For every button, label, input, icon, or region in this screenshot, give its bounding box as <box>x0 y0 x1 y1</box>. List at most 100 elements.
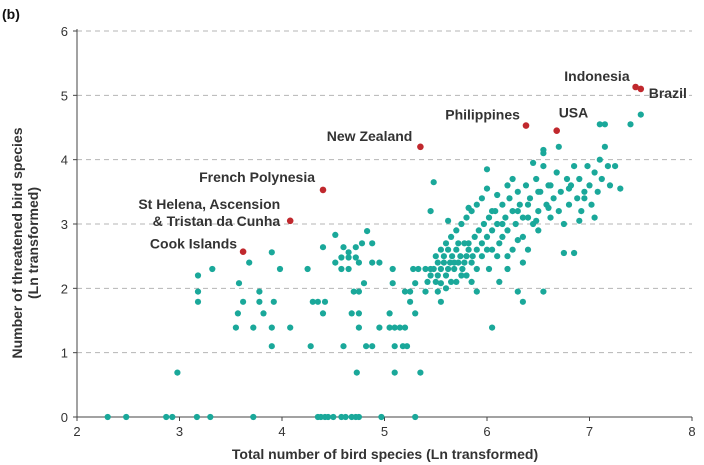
data-point-131 <box>502 214 509 221</box>
data-point-146 <box>540 163 547 170</box>
data-point-198 <box>514 208 521 215</box>
data-point-140 <box>524 214 532 221</box>
data-point-41 <box>489 324 496 331</box>
annotation-2: Philippines <box>445 107 520 123</box>
highlight-point-1 <box>637 85 645 93</box>
data-point-214 <box>458 272 465 279</box>
data-point-174 <box>617 185 624 192</box>
data-point-107 <box>445 265 452 273</box>
x-tick-label-2: 4 <box>278 424 285 439</box>
data-point-184 <box>442 240 450 247</box>
data-point-143 <box>533 175 540 183</box>
data-point-52 <box>270 298 277 305</box>
data-point-103 <box>434 272 441 279</box>
data-point-228 <box>547 182 554 189</box>
data-point-18 <box>412 413 419 421</box>
y-tick-label-4: 4 <box>61 153 68 168</box>
data-point-62 <box>355 288 362 295</box>
data-point-55 <box>321 298 329 305</box>
data-point-20 <box>353 369 360 376</box>
data-point-152 <box>555 208 562 215</box>
data-point-19 <box>174 369 181 376</box>
data-point-186 <box>453 227 460 234</box>
data-point-193 <box>489 208 496 215</box>
annotation-0: Indonesia <box>564 68 630 84</box>
data-point-154 <box>560 220 568 228</box>
annotation-4: New Zealand <box>327 128 413 144</box>
data-point-66 <box>514 288 521 295</box>
data-point-151 <box>553 169 560 176</box>
data-point-112 <box>455 259 462 266</box>
x-tick-label-5: 7 <box>586 424 593 439</box>
data-point-30 <box>403 343 411 350</box>
data-point-11 <box>330 413 337 421</box>
x-tick-label-4: 6 <box>483 424 490 439</box>
data-point-90 <box>338 254 345 261</box>
data-point-97 <box>352 244 359 251</box>
data-point-211 <box>478 253 485 260</box>
data-point-63 <box>401 288 409 295</box>
data-point-31 <box>232 324 239 331</box>
data-point-120 <box>473 246 480 253</box>
data-point-223 <box>445 217 452 224</box>
data-point-177 <box>596 121 603 128</box>
data-point-77 <box>338 265 345 273</box>
data-point-200 <box>524 201 532 208</box>
data-point-166 <box>591 169 598 176</box>
data-point-175 <box>627 121 634 128</box>
data-point-244 <box>496 278 503 285</box>
y-axis-title-line-1: Number of threatened bird species <box>9 127 25 358</box>
data-point-32 <box>250 324 257 331</box>
grid-lines <box>77 30 692 354</box>
data-point-185 <box>448 233 455 240</box>
data-point-56 <box>407 298 414 305</box>
data-point-85 <box>332 259 339 266</box>
highlight-point-4 <box>417 143 424 151</box>
data-point-72 <box>437 280 444 287</box>
data-point-197 <box>509 175 516 183</box>
highlight-point-7 <box>239 248 247 255</box>
data-point-245 <box>514 237 521 244</box>
data-point-135 <box>512 220 519 228</box>
data-point-76 <box>304 265 311 273</box>
data-point-42 <box>234 310 241 317</box>
data-point-230 <box>571 249 578 257</box>
data-point-99 <box>369 240 376 247</box>
highlight-point-5 <box>319 186 327 194</box>
data-point-49 <box>194 298 202 305</box>
data-point-130 <box>499 201 506 208</box>
data-point-246 <box>533 217 540 224</box>
data-point-162 <box>581 188 588 195</box>
data-point-81 <box>415 265 422 273</box>
data-point-129 <box>496 240 503 247</box>
data-point-124 <box>483 233 491 240</box>
panel-label: (b) <box>2 6 20 22</box>
data-point-2 <box>163 413 170 421</box>
y-tick-label-2: 2 <box>61 281 68 296</box>
data-point-48 <box>412 310 419 317</box>
data-point-178 <box>601 121 609 128</box>
data-point-169 <box>598 175 605 183</box>
data-point-53 <box>309 298 316 305</box>
data-point-69 <box>360 280 368 287</box>
data-point-68 <box>235 280 243 287</box>
data-point-167 <box>594 188 601 195</box>
data-point-240 <box>499 233 506 240</box>
data-point-50 <box>240 298 247 305</box>
data-point-117 <box>465 246 472 253</box>
data-point-172 <box>606 182 614 189</box>
data-point-199 <box>519 214 527 221</box>
data-point-168 <box>596 156 603 163</box>
data-point-138 <box>519 233 527 240</box>
data-point-43 <box>260 310 267 317</box>
data-point-61 <box>350 288 357 295</box>
annotation-6-line-1: & Tristan da Cunha <box>153 213 281 229</box>
data-point-225 <box>483 166 491 173</box>
y-tick-label-5: 5 <box>61 88 68 103</box>
data-point-16 <box>355 413 362 421</box>
data-point-205 <box>445 246 452 253</box>
data-point-100 <box>332 231 339 238</box>
data-point-139 <box>522 182 530 189</box>
data-point-236 <box>442 285 450 292</box>
